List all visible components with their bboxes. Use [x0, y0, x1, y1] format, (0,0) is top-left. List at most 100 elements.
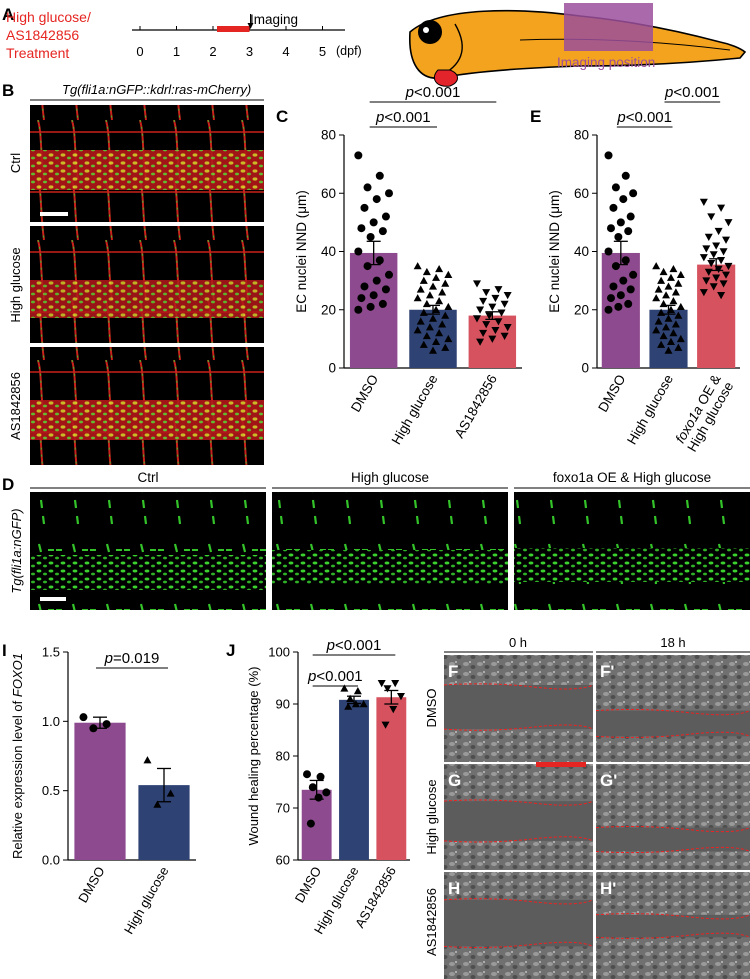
wound-edge-line [443, 941, 594, 948]
p-italic: p [326, 637, 335, 654]
data-point [378, 227, 387, 236]
y-tick-label: 70 [276, 801, 290, 816]
imaging-arrowhead [247, 23, 254, 29]
data-point [500, 300, 509, 308]
data-point [482, 321, 491, 329]
data-point [479, 329, 488, 338]
data-point [476, 306, 485, 314]
data-point [704, 233, 713, 241]
data-point [604, 151, 613, 160]
p-italic: p [405, 84, 414, 101]
data-point [485, 312, 494, 320]
y-tick-label: 60 [276, 853, 290, 868]
data-point [102, 720, 111, 729]
category-label: DMSO [595, 372, 628, 415]
wound-edge-line [595, 825, 750, 833]
y-axis-label: EC nuclei NND (μm) [547, 190, 562, 313]
data-point [354, 305, 363, 314]
p-italic: p [307, 668, 316, 685]
data-point [611, 183, 620, 192]
category-label: DMSO [348, 372, 381, 415]
data-point [614, 302, 623, 311]
data-point [416, 285, 425, 293]
data-point [500, 332, 509, 340]
timeline-tick-label: 3 [246, 44, 253, 59]
timeline-tick-label: 0 [136, 44, 143, 59]
bar [697, 264, 736, 368]
data-point [669, 264, 678, 273]
data-point [702, 245, 711, 253]
wound-panel-letter: H [448, 879, 460, 898]
timeline-tick-label: 2 [209, 44, 216, 59]
panel-b-image-ctrl [30, 105, 264, 222]
y-tick-label: 1.0 [42, 714, 60, 729]
data-point [671, 320, 680, 328]
category-label-line: AS1842856 [452, 372, 500, 441]
data-point [664, 282, 673, 290]
data-point [372, 195, 381, 204]
p-value-label: p=0.019 [104, 650, 160, 667]
wound-gap [444, 684, 593, 730]
panel-d-side-label: Tg(fli1a:nGFP) [9, 508, 24, 593]
data-point [676, 270, 685, 278]
data-point [674, 279, 683, 287]
data-point [444, 302, 453, 311]
panel-a: A High glucose/ AS1842856 Treatment 0 1 2 3… [2, 3, 747, 87]
y-axis-label: Relative expression level of FOXO1 [10, 653, 25, 859]
p-italic: p [104, 650, 113, 667]
data-point [369, 218, 378, 227]
data-point [435, 264, 444, 273]
data-point [652, 262, 661, 270]
data-point [606, 224, 615, 233]
data-point [659, 299, 668, 308]
data-point [441, 311, 450, 319]
timeline-tick-label: 4 [282, 44, 289, 59]
data-point [429, 282, 437, 290]
data-point [360, 203, 369, 212]
y-tick-label: 40 [574, 244, 589, 259]
category-label: AS1842856 [452, 372, 500, 441]
y-tick-label: 1.5 [42, 645, 60, 660]
data-point [654, 285, 663, 293]
data-point [616, 291, 625, 300]
column-label-foxo1a: foxo1a OE & High glucose [553, 470, 711, 485]
data-point [629, 270, 638, 279]
data-point [396, 693, 405, 701]
data-point [143, 756, 152, 764]
wound-edge-line [595, 932, 750, 939]
panel-b-image-high-glucose [30, 226, 264, 343]
timeline-tick-label: 5 [319, 44, 326, 59]
wound-panel-letter: H' [600, 879, 616, 898]
data-point [389, 706, 398, 714]
data-point [702, 277, 711, 285]
panel-j-letter: J [226, 641, 235, 660]
p-value-label: p<0.001 [326, 637, 382, 654]
data-point [363, 262, 372, 271]
data-point [722, 271, 731, 279]
data-point [306, 819, 315, 828]
timeline-axis: 0 1 2 3 4 5 [132, 14, 345, 59]
data-point [491, 326, 500, 335]
data-point [378, 299, 387, 308]
category-label: DMSO [292, 864, 324, 905]
data-point [357, 294, 366, 303]
bar [301, 789, 332, 860]
data-point [604, 247, 613, 256]
data-point [624, 299, 633, 308]
panel-b-title: Tg(fli1a:nGFP::kdrl:ras-mCherry) [62, 82, 251, 97]
data-point [422, 331, 431, 340]
fh-row-dmso: DMSO [424, 689, 439, 728]
data-point [664, 314, 673, 322]
data-point [473, 280, 482, 288]
panel-d-letter: D [2, 475, 14, 494]
category-label-line: High glucose [389, 372, 441, 447]
data-point [626, 285, 635, 294]
row-label-as1842856: AS1842856 [8, 372, 23, 440]
data-point [497, 309, 506, 317]
row-label-ctrl: Ctrl [8, 153, 23, 173]
y-tick-label: 100 [268, 645, 290, 660]
treatment-label-line2: AS1842856 [6, 27, 79, 43]
wound-gap [596, 827, 750, 852]
data-point [659, 267, 668, 276]
data-point [669, 297, 678, 305]
